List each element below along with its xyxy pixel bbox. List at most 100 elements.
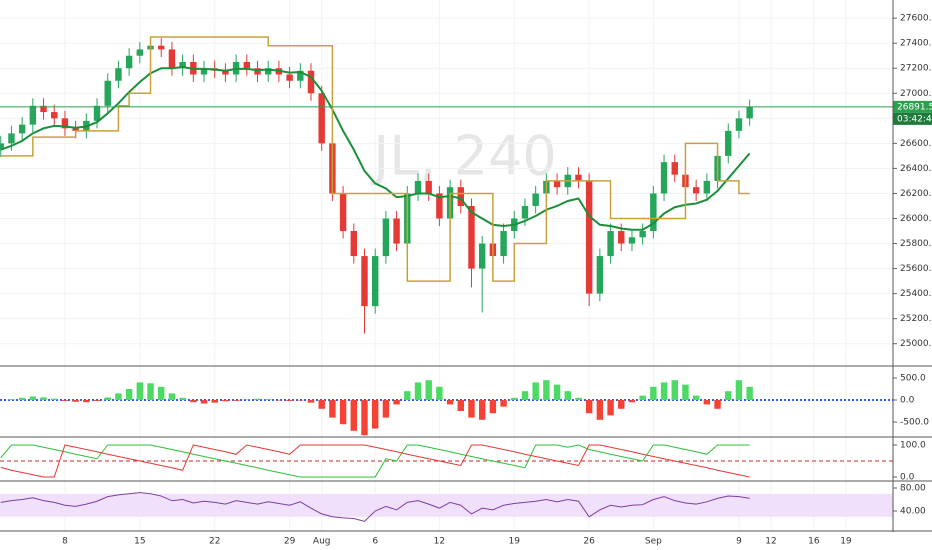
band [0,493,893,517]
histogram-bar [254,398,261,401]
candle-body [414,180,422,194]
histogram-bar [425,380,432,401]
candle-body [0,143,4,150]
histogram-bar [457,400,464,412]
candle-body [585,180,593,294]
histogram-bar [286,400,293,401]
y-tick-label: 27000.0 [900,89,932,99]
histogram-bar [714,400,721,409]
y-tick-label: 26000.0 [900,214,932,224]
candle-body [158,45,165,50]
histogram-bar [585,400,593,414]
histogram-bar [29,396,37,401]
histogram-bar [232,400,240,401]
candle-body [371,256,379,307]
histogram-bar [682,384,689,401]
y-tick-label: 27600.0 [900,14,932,24]
y-tick-label: 26600.0 [900,139,932,149]
x-tick-label: 19 [509,537,521,547]
histogram-bar [361,400,368,436]
candle-body [618,231,625,244]
histogram-bar [93,400,101,401]
x-tick-label: 16 [808,537,820,547]
histogram-bar [125,389,133,401]
y-tick-label: 100.0 [900,440,926,450]
candle-body [575,174,582,181]
candle-body [607,231,614,257]
histogram-bar [468,400,475,418]
x-tick-label: 26 [583,537,595,547]
candle-body [521,205,529,219]
histogram-bar [190,400,197,403]
histogram-bar [393,400,400,405]
histogram-bar [414,382,422,401]
histogram-bar [382,400,390,418]
histogram-bar [735,380,743,401]
histogram-bar [40,397,47,401]
watermark: JL, 240 [370,125,556,188]
y-tick-label: 0.0 [900,472,915,482]
candle-body [254,68,261,75]
indicator-line [0,444,750,478]
histogram-bar [639,395,646,401]
histogram-bar [8,399,15,401]
candle-body [478,243,486,269]
histogram-bar [318,400,325,409]
histogram-bar [404,391,411,401]
candle-body [692,187,700,194]
histogram-bar [436,386,443,401]
y-tick-label: 27200.0 [900,64,932,74]
histogram-bar [650,386,657,401]
last-price-label: 26891.5 [897,102,932,112]
histogram-bar [746,386,753,401]
histogram-bar [628,400,636,403]
y-tick-label: 26400.0 [900,164,932,174]
candle-body [468,205,475,269]
histogram-bar [500,400,507,407]
x-tick-label: 9 [736,537,742,547]
candle-body [425,180,432,194]
overlay-line [0,36,750,282]
y-tick-label: 25800.0 [900,239,932,249]
candle-body [29,105,37,125]
histogram-bar [115,393,122,401]
candle-body [40,105,47,113]
candle-body [596,256,604,294]
y-tick-label: 40.00 [900,507,926,517]
y-tick-label: 500.0 [900,374,926,384]
indicator-line [0,444,750,478]
indicator-line [0,492,750,522]
histogram-bar [136,382,144,401]
histogram-bar [446,400,454,405]
histogram-bar [618,400,625,409]
histogram-bar [200,400,208,404]
histogram-bar [671,380,678,401]
histogram-bar [83,400,90,403]
candle-body [628,237,636,244]
candle-body [457,187,464,206]
candle-body [746,106,753,119]
x-tick-label: 6 [372,537,378,547]
candle-body [639,231,646,238]
histogram-bar [489,400,497,414]
x-tick-label: 8 [62,537,68,547]
candle-body [18,124,26,134]
histogram-bar [607,400,614,416]
candle-body [243,61,251,69]
histogram-bar [553,384,561,401]
histogram-bar [222,400,229,402]
x-tick-label: 29 [284,537,296,547]
candle-body [382,218,390,257]
x-tick-label: 15 [134,537,145,547]
histogram-bar [265,399,272,401]
candle-body [703,180,711,194]
y-tick-label: 25000.0 [900,339,932,349]
y-tick-label: 25600.0 [900,264,932,274]
histogram-bar [147,383,154,401]
histogram-bar [371,400,379,429]
x-tick-label: 22 [209,537,220,547]
candle-body [115,68,122,81]
y-tick-label: 80.00 [900,484,926,494]
overlay-line [0,65,751,231]
